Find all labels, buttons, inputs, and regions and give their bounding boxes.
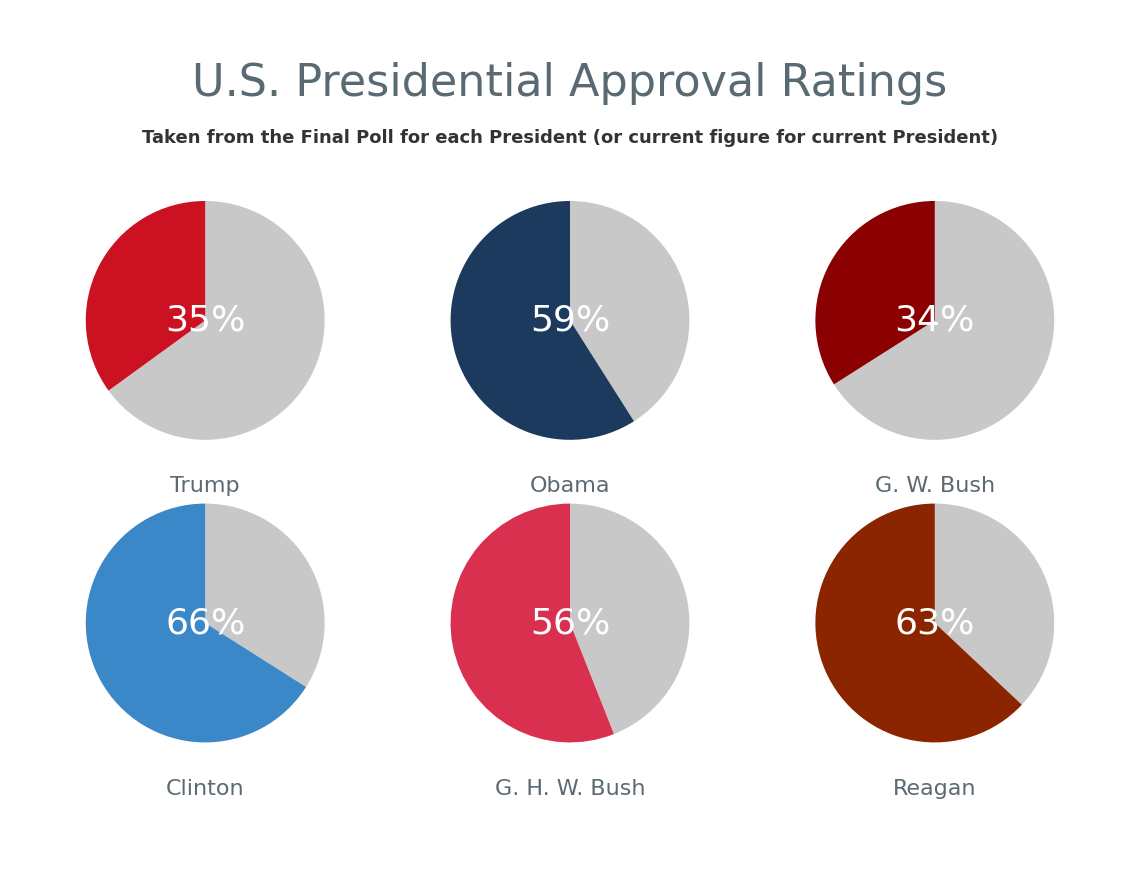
Wedge shape	[450, 201, 634, 440]
Wedge shape	[450, 504, 614, 742]
Wedge shape	[86, 504, 306, 742]
Text: 35%: 35%	[165, 303, 245, 337]
Wedge shape	[815, 201, 935, 384]
Wedge shape	[834, 201, 1054, 440]
Wedge shape	[935, 504, 1054, 705]
Text: 59%: 59%	[530, 303, 610, 337]
Text: 66%: 66%	[165, 606, 245, 640]
Wedge shape	[108, 201, 325, 440]
Text: U.S. Presidential Approval Ratings: U.S. Presidential Approval Ratings	[193, 62, 947, 105]
Text: 34%: 34%	[895, 303, 975, 337]
Text: Obama: Obama	[530, 476, 610, 496]
Text: Reagan: Reagan	[893, 779, 977, 798]
Text: Trump: Trump	[170, 476, 241, 496]
Text: Taken from the Final Poll for each President (or current figure for current Pres: Taken from the Final Poll for each Presi…	[142, 129, 998, 147]
Wedge shape	[205, 504, 325, 687]
Text: G. H. W. Bush: G. H. W. Bush	[495, 779, 645, 798]
Wedge shape	[570, 504, 690, 734]
Text: 56%: 56%	[530, 606, 610, 640]
Wedge shape	[86, 201, 205, 391]
Text: 63%: 63%	[895, 606, 975, 640]
Wedge shape	[815, 504, 1021, 742]
Text: G. W. Bush: G. W. Bush	[874, 476, 995, 496]
Text: Clinton: Clinton	[166, 779, 244, 798]
Wedge shape	[570, 201, 690, 421]
